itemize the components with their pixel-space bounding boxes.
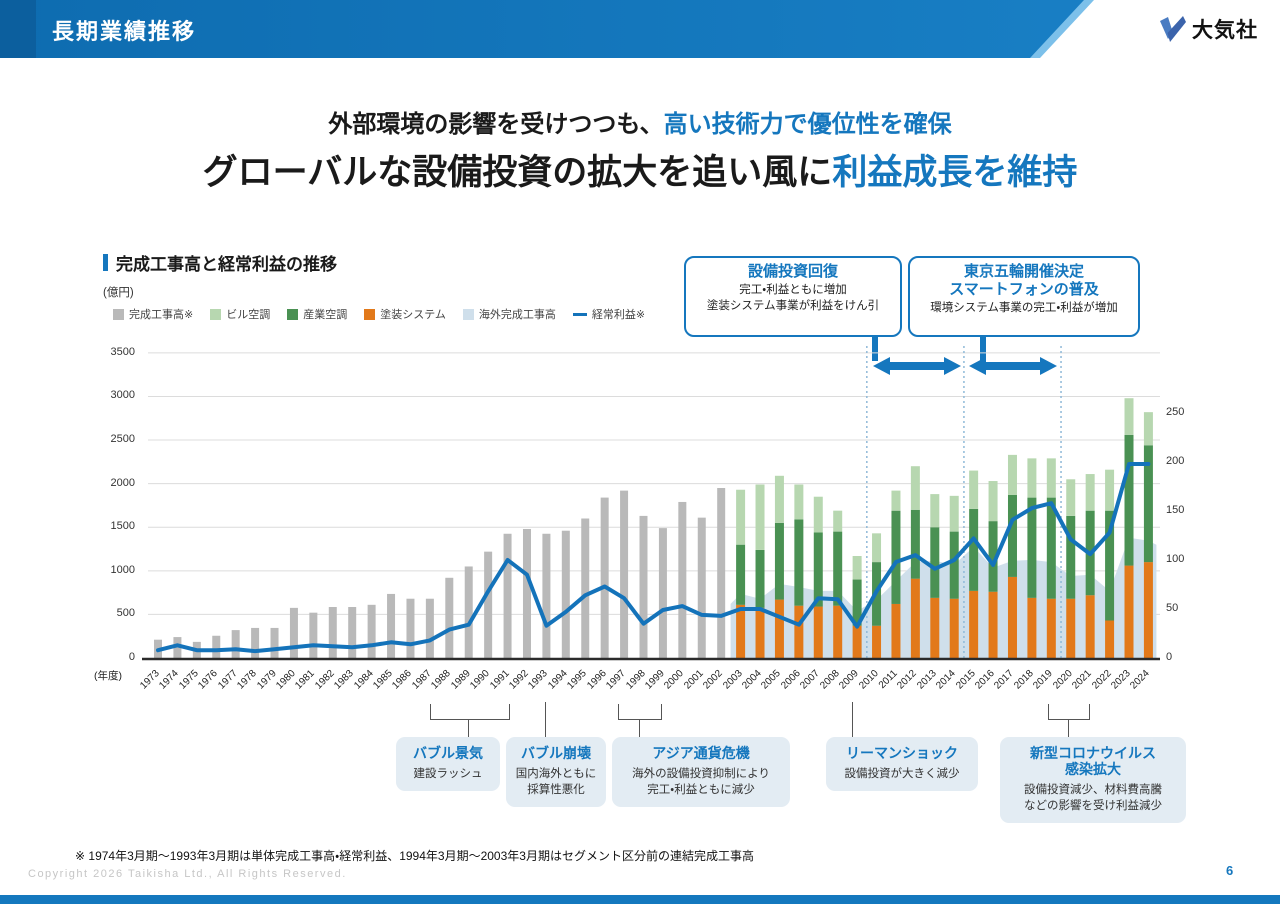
event-box-bubble-burst: バブル崩壊 国内海外ともに 採算性悪化 (506, 737, 606, 808)
subtitle-blue: 高い技術力で優位性を確保 (663, 111, 952, 138)
right-axis-tick-label: 100 (1166, 553, 1185, 565)
copyright-text: Copyright 2026 Taikisha Ltd., All Rights… (28, 868, 347, 880)
event-line-bubble-burst (545, 702, 546, 737)
event-box-lehman-shock: リーマンショック 設備投資が大きく減少 (826, 737, 978, 792)
main-title-blue: 利益成長を維持 (832, 153, 1078, 192)
callout-tokyo-olympics: 東京五輪開催決定 スマートフォンの普及 環境システム事業の完工・利益が増加 (908, 256, 1140, 337)
callout-capex-recovery: 設備投資回復 完工・利益ともに増加 塗装システム事業が利益をけん引 (684, 256, 902, 337)
right-axis-tick-label: 0 (1166, 651, 1173, 663)
event-box-covid: 新型コロナウイルス 感染拡大 設備投資減少、材料費高騰 などの影響を受け利益減少 (1000, 737, 1186, 824)
left-axis-tick-label: 2500 (110, 433, 135, 446)
right-axis-tick-label: 200 (1166, 455, 1185, 467)
header-blue-band (0, 0, 1084, 58)
chart-legend: 完成工事高※ ビル空調 産業空調 塗装システム 海外完成工事高 経常利益※ (113, 306, 645, 322)
event-bracket-stem-1 (468, 719, 469, 737)
main-title: グローバルな設備投資の拡大を追い風に利益成長を維持 (0, 144, 1280, 195)
legend-item-building-hvac: ビル空調 (210, 306, 270, 322)
left-axis-unit-label: (億円) (103, 287, 134, 299)
subtitle: 外部環境の影響を受けつつも、高い技術力で優位性を確保 (0, 104, 1280, 139)
event-bracket-stem-5 (1068, 719, 1069, 737)
left-axis-tick-label: 3000 (110, 389, 135, 402)
left-axis-tick-label: 500 (116, 607, 135, 620)
company-logo: 大気社 (1159, 14, 1258, 44)
left-axis-tick-label: 1500 (110, 520, 135, 533)
callout-stem-1 (872, 337, 878, 361)
left-axis-labels: 0 500 1000 1500 2000 2500 3000 3500 (95, 346, 141, 664)
legend-swatch-orange (364, 308, 376, 320)
subtitle-black: 外部環境の影響を受けつつも、 (328, 111, 664, 138)
combo-chart (142, 346, 1160, 661)
legend-swatch-lightblue (462, 308, 474, 320)
header-bar: 長期業績推移 大気社 (0, 0, 1280, 58)
left-axis-tick-label: 1000 (110, 563, 135, 576)
legend-swatch-green (287, 308, 299, 320)
logo-text: 大気社 (1192, 19, 1258, 42)
event-box-bubble-boom: バブル景気 建設ラッシュ (396, 737, 500, 792)
event-bracket-stem-3 (639, 719, 640, 737)
right-axis-tick-label: 50 (1166, 602, 1179, 614)
right-axis-tick-label: 250 (1166, 406, 1185, 418)
logo-v-mark (1160, 16, 1186, 42)
right-axis-tick-label: 150 (1166, 504, 1185, 516)
chart-section-title: 完成工事高と経常利益の推移 (103, 250, 337, 275)
legend-item-total: 完成工事高※ (113, 306, 193, 322)
legend-item-overseas: 海外完成工事高 (462, 306, 556, 322)
event-box-asian-currency-crisis: アジア通貨危機 海外の設備投資抑制により 完工・利益ともに減少 (612, 737, 790, 808)
event-bracket-asian-crisis (618, 704, 662, 720)
legend-line-swatch (572, 312, 587, 316)
legend-swatch-gray (113, 308, 124, 320)
event-line-lehman (852, 702, 853, 737)
legend-item-profit: 経常利益※ (572, 306, 645, 322)
left-axis-tick-label: 3500 (110, 345, 135, 358)
bottom-accent-bar (0, 895, 1280, 904)
legend-item-paint-systems: 塗装システム (364, 306, 446, 322)
page-number: 6 (1226, 863, 1234, 878)
footnote: ※ 1974年3月期～1993年3月期は単体完成工事高・経常利益、1994年3月… (75, 849, 754, 863)
header-dark-edge (0, 0, 36, 58)
x-axis-year-labels: 1973 1974 1975 1976 1977 1978 1979 1980 1981 1982… (138, 660, 1160, 710)
left-axis-tick-label: 2000 (110, 476, 135, 489)
chart-plot-area (142, 346, 1160, 664)
event-bracket-bubble-boom (430, 704, 510, 720)
legend-swatch-lightgreen (210, 308, 222, 320)
page-title: 長期業績推移 (52, 19, 197, 44)
x-axis-caption: (年度) (94, 670, 122, 682)
main-title-black: グローバルな設備投資の拡大を追い風に (202, 153, 833, 192)
period-arrow-2015-2019 (969, 357, 1057, 375)
event-bracket-covid (1048, 704, 1090, 720)
right-axis-labels: 0 50 100 150 200 250 (1166, 352, 1206, 664)
left-axis-tick-label: 0 (128, 651, 135, 663)
period-arrow-2010-2014 (873, 357, 961, 375)
legend-item-industrial-hvac: 産業空調 (287, 306, 347, 322)
callout-stem-2 (980, 337, 986, 361)
title-tick-icon (103, 254, 108, 271)
